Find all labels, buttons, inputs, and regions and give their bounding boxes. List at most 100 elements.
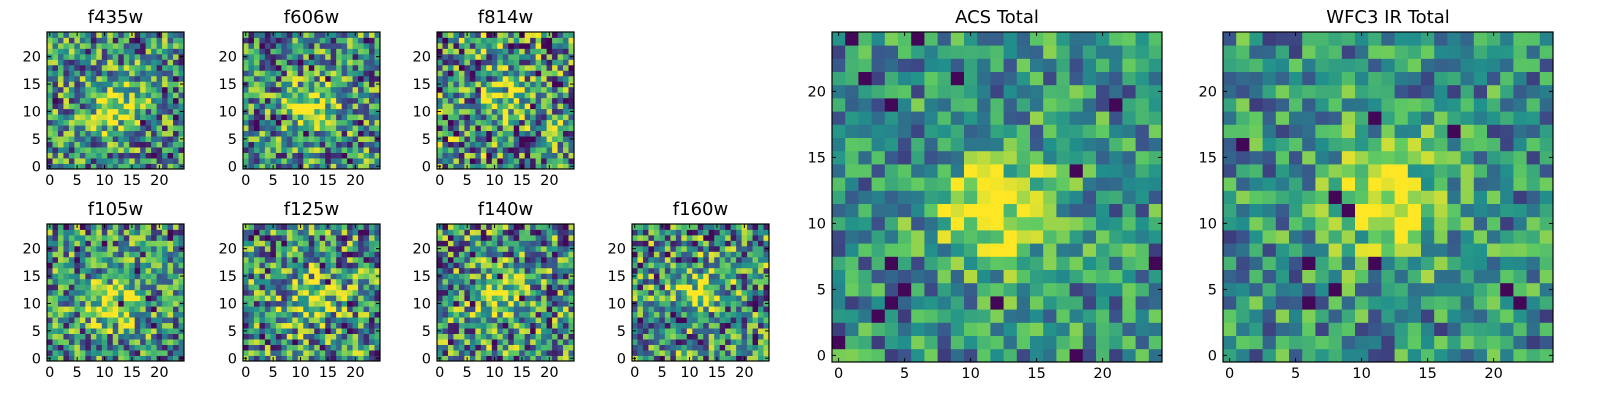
heatmap-cell (52, 97, 59, 104)
heatmap-cell (297, 86, 304, 93)
heatmap-cell (358, 278, 364, 285)
heatmap-cell (752, 339, 759, 345)
heatmap-cell (480, 322, 487, 329)
heatmap-cell (546, 322, 553, 329)
heatmap-cell (178, 92, 185, 99)
heatmap-cell (358, 344, 364, 351)
heatmap-cell (363, 289, 370, 296)
heatmap-cell (112, 251, 119, 258)
heatmap-cell (303, 53, 310, 60)
heatmap-cell (497, 267, 504, 274)
heatmap-cell (524, 163, 531, 170)
heatmap-cell (374, 147, 381, 153)
heatmap-cell (664, 262, 671, 269)
heatmap-cell (129, 147, 136, 153)
heatmap-cell (308, 295, 315, 302)
heatmap-cell (101, 125, 108, 132)
heatmap-cell (884, 150, 899, 165)
heatmap-cell (243, 75, 249, 82)
heatmap-cell (167, 53, 174, 60)
heatmap-cell (686, 262, 693, 269)
heatmap-cell (502, 119, 509, 126)
heatmap-cell (352, 141, 359, 148)
heatmap-cell (513, 306, 520, 313)
heatmap-cell (90, 350, 97, 356)
heatmap-cell (491, 59, 498, 66)
heatmap-cell (243, 125, 249, 132)
heatmap-cell (697, 256, 704, 263)
heatmap-cell (374, 59, 381, 66)
heatmap-cell (552, 289, 558, 296)
heatmap-cell (557, 295, 564, 302)
heatmap-cell (341, 245, 348, 252)
heatmap-cell (758, 317, 764, 324)
heatmap-cell (541, 328, 547, 334)
heatmap-cell (123, 59, 130, 66)
heatmap-cell (336, 42, 343, 49)
heatmap-cell (475, 136, 482, 142)
heatmap-cell (486, 64, 493, 71)
heatmap-cell (1030, 282, 1044, 297)
heatmap-cell (319, 86, 326, 93)
heatmap-cell (937, 243, 952, 257)
heatmap-cell (736, 245, 742, 252)
heatmap-cell (90, 245, 97, 252)
heatmap-cell (1056, 243, 1070, 257)
heatmap-cell (178, 333, 185, 340)
heatmap-cell (437, 350, 443, 356)
heatmap-cell (497, 119, 504, 126)
heatmap-cell (568, 70, 575, 77)
heatmap-cell (513, 163, 520, 170)
heatmap-cell (275, 103, 282, 110)
heatmap-cell (648, 245, 655, 252)
heatmap-cell (292, 311, 299, 318)
heatmap-cell (297, 300, 304, 307)
heatmap-cell (243, 130, 249, 137)
heatmap-cell (697, 278, 704, 285)
heatmap-cell (123, 141, 130, 148)
heatmap-cell (502, 267, 509, 274)
heatmap-cell (319, 317, 326, 324)
heatmap-cell (653, 267, 660, 274)
heatmap-cell (259, 300, 266, 307)
heatmap-cell (292, 322, 299, 329)
heatmap-cell (508, 339, 515, 345)
heatmap-cell (336, 317, 343, 324)
heatmap-cell (1109, 177, 1123, 191)
heatmap-cell (352, 147, 359, 153)
heatmap-cell (112, 125, 119, 132)
heatmap-cell (670, 229, 677, 236)
heatmap-cell (292, 295, 299, 302)
heatmap-cell (336, 158, 343, 164)
heatmap-cell (858, 296, 872, 310)
heatmap-cell (74, 64, 81, 71)
heatmap-cell (57, 136, 64, 142)
heatmap-cell (352, 103, 359, 110)
heatmap-cell (374, 32, 381, 38)
heatmap-cell (253, 64, 260, 71)
heatmap-cell (469, 70, 476, 77)
heatmap-cell (112, 339, 119, 345)
heatmap-cell (552, 64, 558, 71)
heatmap-cell (557, 64, 564, 71)
heatmap-cell (259, 114, 266, 121)
heatmap-cell (508, 37, 515, 44)
heatmap-cell (725, 317, 732, 324)
heatmap-cell (151, 114, 157, 121)
heatmap-cell (1069, 164, 1084, 178)
heatmap-cell (437, 278, 443, 285)
heatmap-cell (437, 234, 443, 241)
heatmap-cell (442, 147, 449, 153)
heatmap-cell (502, 251, 509, 258)
y-tick-label: 0 (32, 351, 41, 367)
heatmap-cell (101, 317, 108, 324)
heatmap-cell (557, 317, 564, 324)
heatmap-cell (502, 322, 509, 329)
y-tick-label: 5 (228, 132, 237, 148)
heatmap-cell (541, 311, 547, 318)
heatmap-cell (447, 262, 454, 269)
heatmap-cell (107, 32, 114, 38)
heatmap-cell (1043, 177, 1057, 191)
heatmap-cell (85, 86, 92, 93)
heatmap-cell (491, 339, 498, 345)
